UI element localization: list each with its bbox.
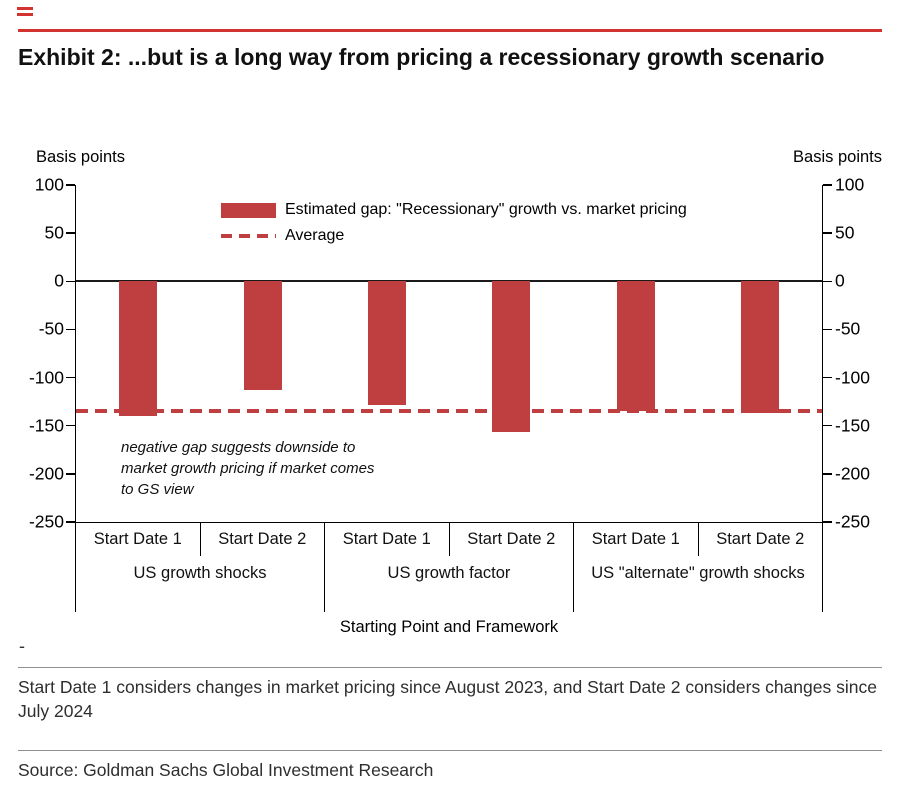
y-tick-label-right: -150 <box>835 415 871 436</box>
y-tick-mark-left <box>66 521 75 523</box>
y-tick-label-right: -200 <box>835 463 871 484</box>
x-axis-title: Starting Point and Framework <box>339 618 559 636</box>
legend-bar-label: Estimated gap: "Recessionary" growth vs.… <box>285 201 687 218</box>
y-tick-mark-right <box>823 232 832 234</box>
zero-gridline <box>76 280 822 283</box>
x-axis-row-groups: US growth shocks US growth factor US "alte… <box>76 556 822 612</box>
y-tick-mark-right <box>823 376 832 379</box>
y-tick-label-right: -250 <box>835 511 871 532</box>
footnote-divider <box>18 667 882 668</box>
category-label-2: Start Date 2 <box>201 523 325 556</box>
y-tick-mark-right <box>823 184 832 186</box>
category-label-3: Start Date 1 <box>325 523 450 556</box>
y-tick-label-left: -50 <box>38 318 64 339</box>
y-axis-title-right: Basis points <box>793 148 882 166</box>
chart-bar-1 <box>119 281 158 417</box>
legend-bar-swatch <box>221 202 276 218</box>
category-label-4: Start Date 2 <box>450 523 574 556</box>
y-tick-mark-left <box>66 473 75 475</box>
y-tick-label-right: 0 <box>835 270 845 291</box>
legend-average-label: Average <box>285 227 345 244</box>
y-tick-label-left: 100 <box>34 174 64 195</box>
y-tick-mark-right <box>823 521 832 523</box>
y-tick-label-left: -200 <box>28 463 64 484</box>
footnote-text: Start Date 1 considers changes in market… <box>18 677 877 721</box>
legend: Estimated gap: "Recessionary" growth vs.… <box>221 197 687 249</box>
group-label-1: US growth shocks <box>76 556 325 612</box>
plot-area: Estimated gap: "Recessionary" growth vs.… <box>66 184 832 523</box>
y-tick-label-left: -250 <box>28 511 64 532</box>
y-tick-label-right: 50 <box>835 222 855 243</box>
legend-row-bar: Estimated gap: "Recessionary" growth vs.… <box>221 197 687 223</box>
chart-bar-3 <box>367 281 406 405</box>
y-tick-label-left: -100 <box>28 367 64 388</box>
y-axis-title-left: Basis points <box>36 148 125 166</box>
group-label-3: US "alternate" growth shocks <box>591 564 805 582</box>
y-tick-label-left: 0 <box>54 270 64 291</box>
top-red-rule <box>18 29 882 32</box>
chart-annotation: negative gap suggests downside to market… <box>121 439 375 498</box>
y-tick-mark-left <box>66 280 75 283</box>
category-label-5: Start Date 1 <box>574 523 699 556</box>
category-label-1: Start Date 1 <box>76 523 201 556</box>
y-axis-right: 100 50 0 -50 -100 -150 -200 -250 <box>831 175 895 532</box>
x-axis-row-start-dates: Start Date 1 Start Date 2 Start Date 1 Star… <box>76 523 822 556</box>
chart-bar-6 <box>740 281 779 414</box>
page-title: Exhibit 2: ...but is a long way from pri… <box>18 44 825 70</box>
chart-bar-2 <box>243 281 282 391</box>
bottom-left-dash: - <box>19 636 25 656</box>
y-tick-mark-right <box>823 280 832 283</box>
group-label-2: US growth factor <box>325 556 574 612</box>
source-divider <box>18 750 882 751</box>
y-tick-mark-left <box>66 232 75 234</box>
x-axis-category-table: Start Date 1 Start Date 2 Start Date 1 Star… <box>75 523 823 612</box>
red-equals-bar-bottom <box>17 13 33 16</box>
y-tick-mark-left <box>66 376 75 379</box>
category-label-6: Start Date 2 <box>716 530 805 548</box>
red-equals-bar-top <box>17 7 33 10</box>
source-text: Source: Goldman Sachs Global Investment … <box>18 760 434 780</box>
y-tick-label-left: -150 <box>28 415 64 436</box>
y-axis-left: 100 50 0 -50 -100 -150 -200 -250 <box>0 175 66 532</box>
y-tick-mark-right <box>823 473 832 475</box>
y-tick-mark-right <box>823 328 832 331</box>
y-tick-mark-right <box>823 424 832 427</box>
y-tick-mark-left <box>66 424 75 427</box>
red-equals-mark <box>17 7 33 19</box>
legend-row-average: Average <box>221 223 687 249</box>
average-line <box>76 409 822 414</box>
y-tick-label-left: 50 <box>44 222 64 243</box>
chart-bar-5 <box>616 281 655 412</box>
y-tick-mark-left <box>66 184 75 186</box>
y-tick-label-right: -100 <box>835 367 871 388</box>
y-tick-label-right: -50 <box>835 318 861 339</box>
legend-average-swatch <box>221 234 276 238</box>
y-tick-label-right: 100 <box>835 174 865 195</box>
y-tick-mark-left <box>66 328 75 331</box>
chart-bar-4 <box>492 281 531 433</box>
